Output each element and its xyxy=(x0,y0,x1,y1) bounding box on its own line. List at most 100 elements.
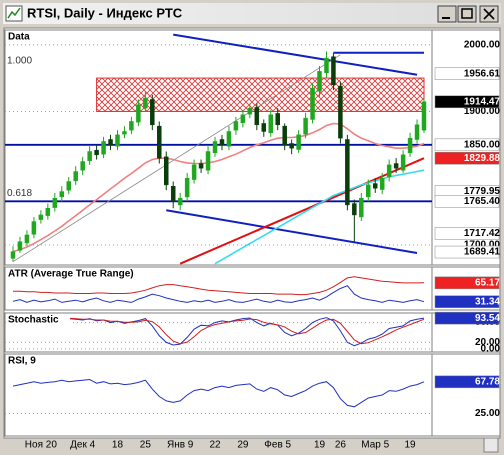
candle-body xyxy=(317,71,322,92)
candle-body xyxy=(372,183,378,189)
fib-label: 0.618 xyxy=(7,188,32,199)
candle-body xyxy=(393,163,399,169)
candle-body xyxy=(157,125,162,159)
trend-line xyxy=(173,33,418,76)
panel-title: Data xyxy=(8,32,30,43)
indicator-line xyxy=(12,317,425,347)
candle-body xyxy=(80,161,85,171)
candle-body xyxy=(407,137,413,154)
panel-plot xyxy=(5,317,432,350)
candle-body xyxy=(310,87,315,120)
candle-body xyxy=(282,125,287,146)
price-label-box xyxy=(434,67,500,80)
candle-body xyxy=(87,151,92,162)
app-icon-glyph xyxy=(7,7,21,19)
panel-plot xyxy=(5,378,432,414)
price-label-box xyxy=(434,138,500,152)
price-label-box xyxy=(434,295,500,308)
candle-body xyxy=(10,251,16,259)
candle-body xyxy=(45,208,51,216)
price-label-box xyxy=(434,152,500,165)
candle-body xyxy=(170,185,176,202)
candle-body xyxy=(331,56,336,85)
candle-body xyxy=(136,104,141,123)
panel-title-bg xyxy=(6,31,34,42)
candle-body xyxy=(66,181,71,191)
x-tick-label: 29 xyxy=(237,440,249,451)
candle-body xyxy=(275,113,280,126)
x-tick-label: 22 xyxy=(209,440,221,451)
candle-body xyxy=(366,184,371,198)
candle-body xyxy=(205,151,211,171)
indicator-line xyxy=(13,276,425,296)
candle-body xyxy=(289,143,294,149)
panel-title: Stochastic xyxy=(8,315,59,326)
candle-body xyxy=(73,171,78,182)
corner-icon[interactable] xyxy=(483,437,499,453)
price-label: 1956.61 xyxy=(464,68,501,79)
price-label-box xyxy=(434,245,500,259)
max-button[interactable] xyxy=(457,5,477,23)
candle-body xyxy=(352,203,357,216)
candle-body xyxy=(379,177,385,190)
price-label-box xyxy=(434,227,500,240)
y-tick-label: 20.00 xyxy=(475,337,500,348)
candle-body xyxy=(414,124,420,140)
candle-body xyxy=(177,197,183,206)
candle-body xyxy=(212,141,218,154)
trend-line xyxy=(179,157,425,265)
candle-body xyxy=(38,214,44,220)
panel-title: RSI, 9 xyxy=(8,356,36,367)
min-button[interactable] xyxy=(437,5,457,23)
y-tick-label: 2000.00 xyxy=(464,39,501,50)
price-label: 1689.41 xyxy=(464,247,501,258)
price-label: 1779.95 xyxy=(464,186,501,197)
x-tick-label: 18 xyxy=(112,440,124,451)
candle-body xyxy=(338,85,343,139)
indicator-line xyxy=(12,378,425,408)
x-tick-label: Мар 5 xyxy=(361,440,389,451)
candle-body xyxy=(359,197,364,218)
candle-body xyxy=(219,139,225,146)
panel-title-bg xyxy=(6,314,70,325)
candle-body xyxy=(101,141,106,155)
candle-body xyxy=(386,164,392,178)
price-label: 65.17 xyxy=(475,277,500,288)
candle-body xyxy=(400,154,406,171)
candle-body xyxy=(164,156,169,186)
panel-title-bg xyxy=(6,268,154,279)
candle-body xyxy=(31,221,37,235)
candle-body xyxy=(122,131,127,135)
panel-title: ATR (Average True Range) xyxy=(8,269,134,280)
x-tick-label: Янв 9 xyxy=(167,440,194,451)
close-button[interactable] xyxy=(479,5,499,23)
candle-body xyxy=(94,149,99,156)
price-label: 1850.00 xyxy=(464,139,501,150)
candle-body xyxy=(421,101,427,131)
indicator-line xyxy=(12,317,425,345)
x-tick-label: 25 xyxy=(140,440,152,451)
panel-title-bg xyxy=(6,355,46,366)
price-label-box xyxy=(434,311,500,325)
x-tick-label: Ноя 20 xyxy=(25,440,58,451)
candle-body xyxy=(226,131,232,147)
candle-body xyxy=(240,114,246,124)
window-title: RTSI, Daily - Индекс РТС xyxy=(27,5,183,20)
y-tick-label: 0.00 xyxy=(481,344,501,355)
price-label-box xyxy=(434,375,500,389)
x-tick-label: 26 xyxy=(335,440,347,451)
title-bar xyxy=(3,3,501,24)
overlay-line xyxy=(12,122,425,253)
y-tick-label: 1700.00 xyxy=(464,240,501,251)
panel-frame xyxy=(4,353,501,437)
candle-body xyxy=(345,139,350,206)
price-label: 1765.40 xyxy=(464,196,501,207)
panel-plot xyxy=(12,276,425,303)
candle-body xyxy=(324,57,329,73)
candle-body xyxy=(24,234,30,244)
price-label: 93.54 xyxy=(475,313,500,324)
x-tick-label: Дек 4 xyxy=(70,440,95,451)
indicator-line xyxy=(12,285,425,303)
candle-body xyxy=(108,139,113,146)
